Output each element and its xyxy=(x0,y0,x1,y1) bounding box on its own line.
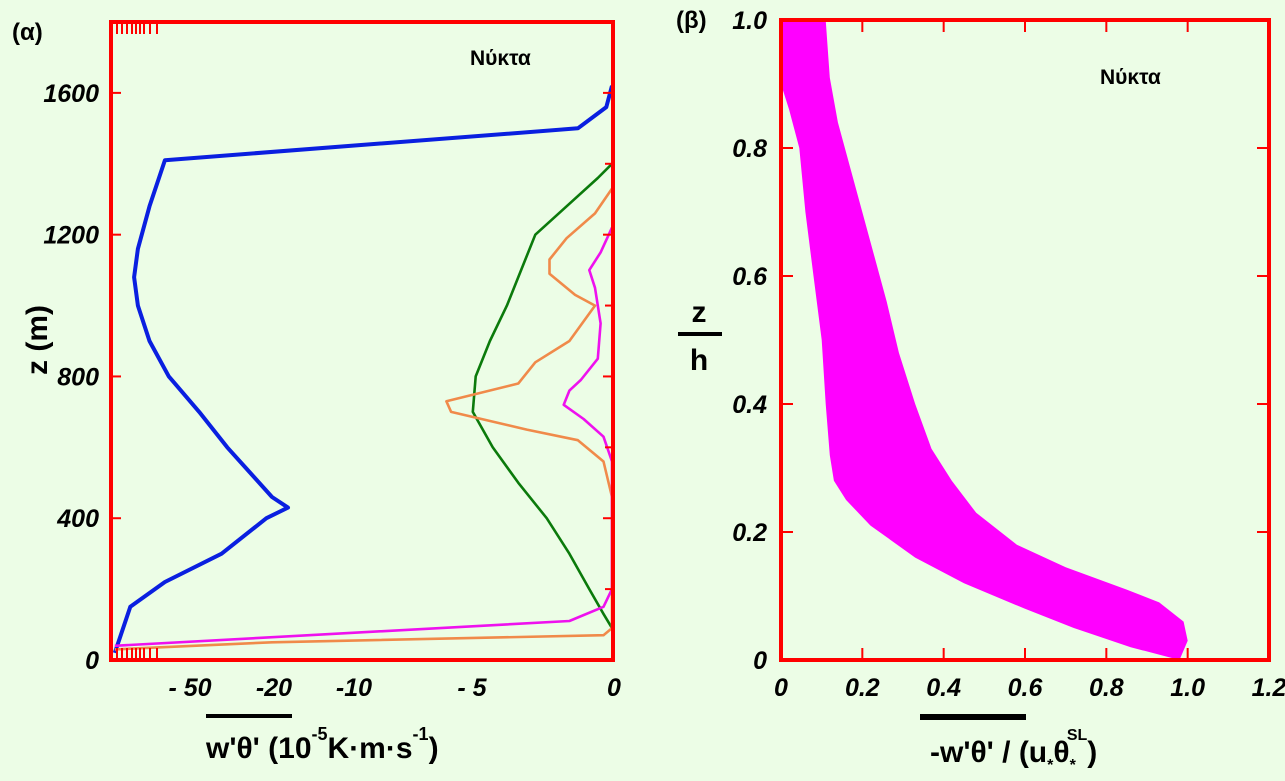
y-tick-label: 0.4 xyxy=(732,391,767,419)
x-tick-label: 0.8 xyxy=(1089,674,1124,702)
panel-a-frame xyxy=(109,20,615,662)
x-tick-label: -20 xyxy=(256,674,292,702)
panel-a-plot-area xyxy=(112,85,614,654)
panel-a-x-label-main: w'θ' (10 xyxy=(205,732,312,765)
panel-b-x-label-close: ) xyxy=(1087,736,1097,769)
y-tick-label: 1.0 xyxy=(732,7,767,35)
profile-line-2 xyxy=(471,162,614,629)
panel-b-plot-area xyxy=(781,20,1188,660)
x-tick-label: 0.6 xyxy=(1008,674,1044,702)
profile-line-1 xyxy=(112,85,614,654)
panel-a-y-axis-label: z (m) xyxy=(21,305,54,375)
panel-a-x-axis-label: w'θ' (10-5K·m·s-1) xyxy=(205,724,439,765)
x-tick-label: 0 xyxy=(774,674,788,702)
y-tick-label: 800 xyxy=(57,363,99,391)
y-tick-label: 1200 xyxy=(43,222,99,250)
profile-line-4 xyxy=(114,227,614,648)
panel-b-x-axis-label: -w'θ' / (u*θ*SL) xyxy=(930,727,1097,774)
panel-a-x-label-exp: -5 xyxy=(312,724,328,744)
y-tick-label: 0 xyxy=(753,647,767,675)
panel-b-x-label-sup: SL xyxy=(1067,727,1088,744)
x-tick-label: 0 xyxy=(607,674,621,702)
panel-b-ticks: 0 0.2 0.4 0.6 0.8 1.0 0 0.2 0.4 0.6 0.8 1.0 1.2 xyxy=(732,7,1285,702)
y-tick-label: 0.6 xyxy=(732,263,768,291)
panel-a-annotation: Νύκτα xyxy=(470,47,531,70)
panel-a-x-label-exp2: -1 xyxy=(413,724,429,744)
y-tick-label: 1600 xyxy=(43,80,99,108)
x-tick-label: -10 xyxy=(336,674,372,702)
x-tick-label: - 50 xyxy=(168,674,211,702)
y-tick-label: 0.2 xyxy=(732,519,767,547)
panel-b: (β) 00.20.40.60.81.00 0.2 0.4 0.6 0.8 1.0 1.2 … xyxy=(676,7,1285,774)
panel-a-x-label-unit: K·m·s xyxy=(328,732,413,765)
panel-b-x-label-main: -w'θ' / (u xyxy=(930,736,1047,769)
x-tick-label: 0.4 xyxy=(926,674,961,702)
panel-a-label: (α) xyxy=(12,19,43,46)
y-tick-label: 400 xyxy=(56,505,99,533)
x-tick-label: 1.2 xyxy=(1252,674,1285,702)
flux-range-band xyxy=(781,20,1188,660)
panel-b-x-label-theta: θ xyxy=(1053,736,1069,769)
profile-line-3 xyxy=(114,187,614,651)
y-tick-label: 0 xyxy=(85,647,99,675)
panel-a-x-label-close: ) xyxy=(429,732,439,765)
panel-b-annotation: Νύκτα xyxy=(1100,66,1161,89)
panel-b-y-label-numerator: z xyxy=(692,296,707,329)
panel-b-x-label-sub1: * xyxy=(1047,757,1054,774)
y-tick-label: 0.8 xyxy=(732,135,767,163)
x-tick-label: 1.0 xyxy=(1170,674,1205,702)
x-tick-label: - 5 xyxy=(457,674,487,702)
x-tick-label: 0.2 xyxy=(845,674,880,702)
panel-b-x-label-sub2: * xyxy=(1070,757,1077,774)
panel-b-y-label-denominator: h xyxy=(690,344,708,377)
panel-b-label: (β) xyxy=(676,7,707,34)
